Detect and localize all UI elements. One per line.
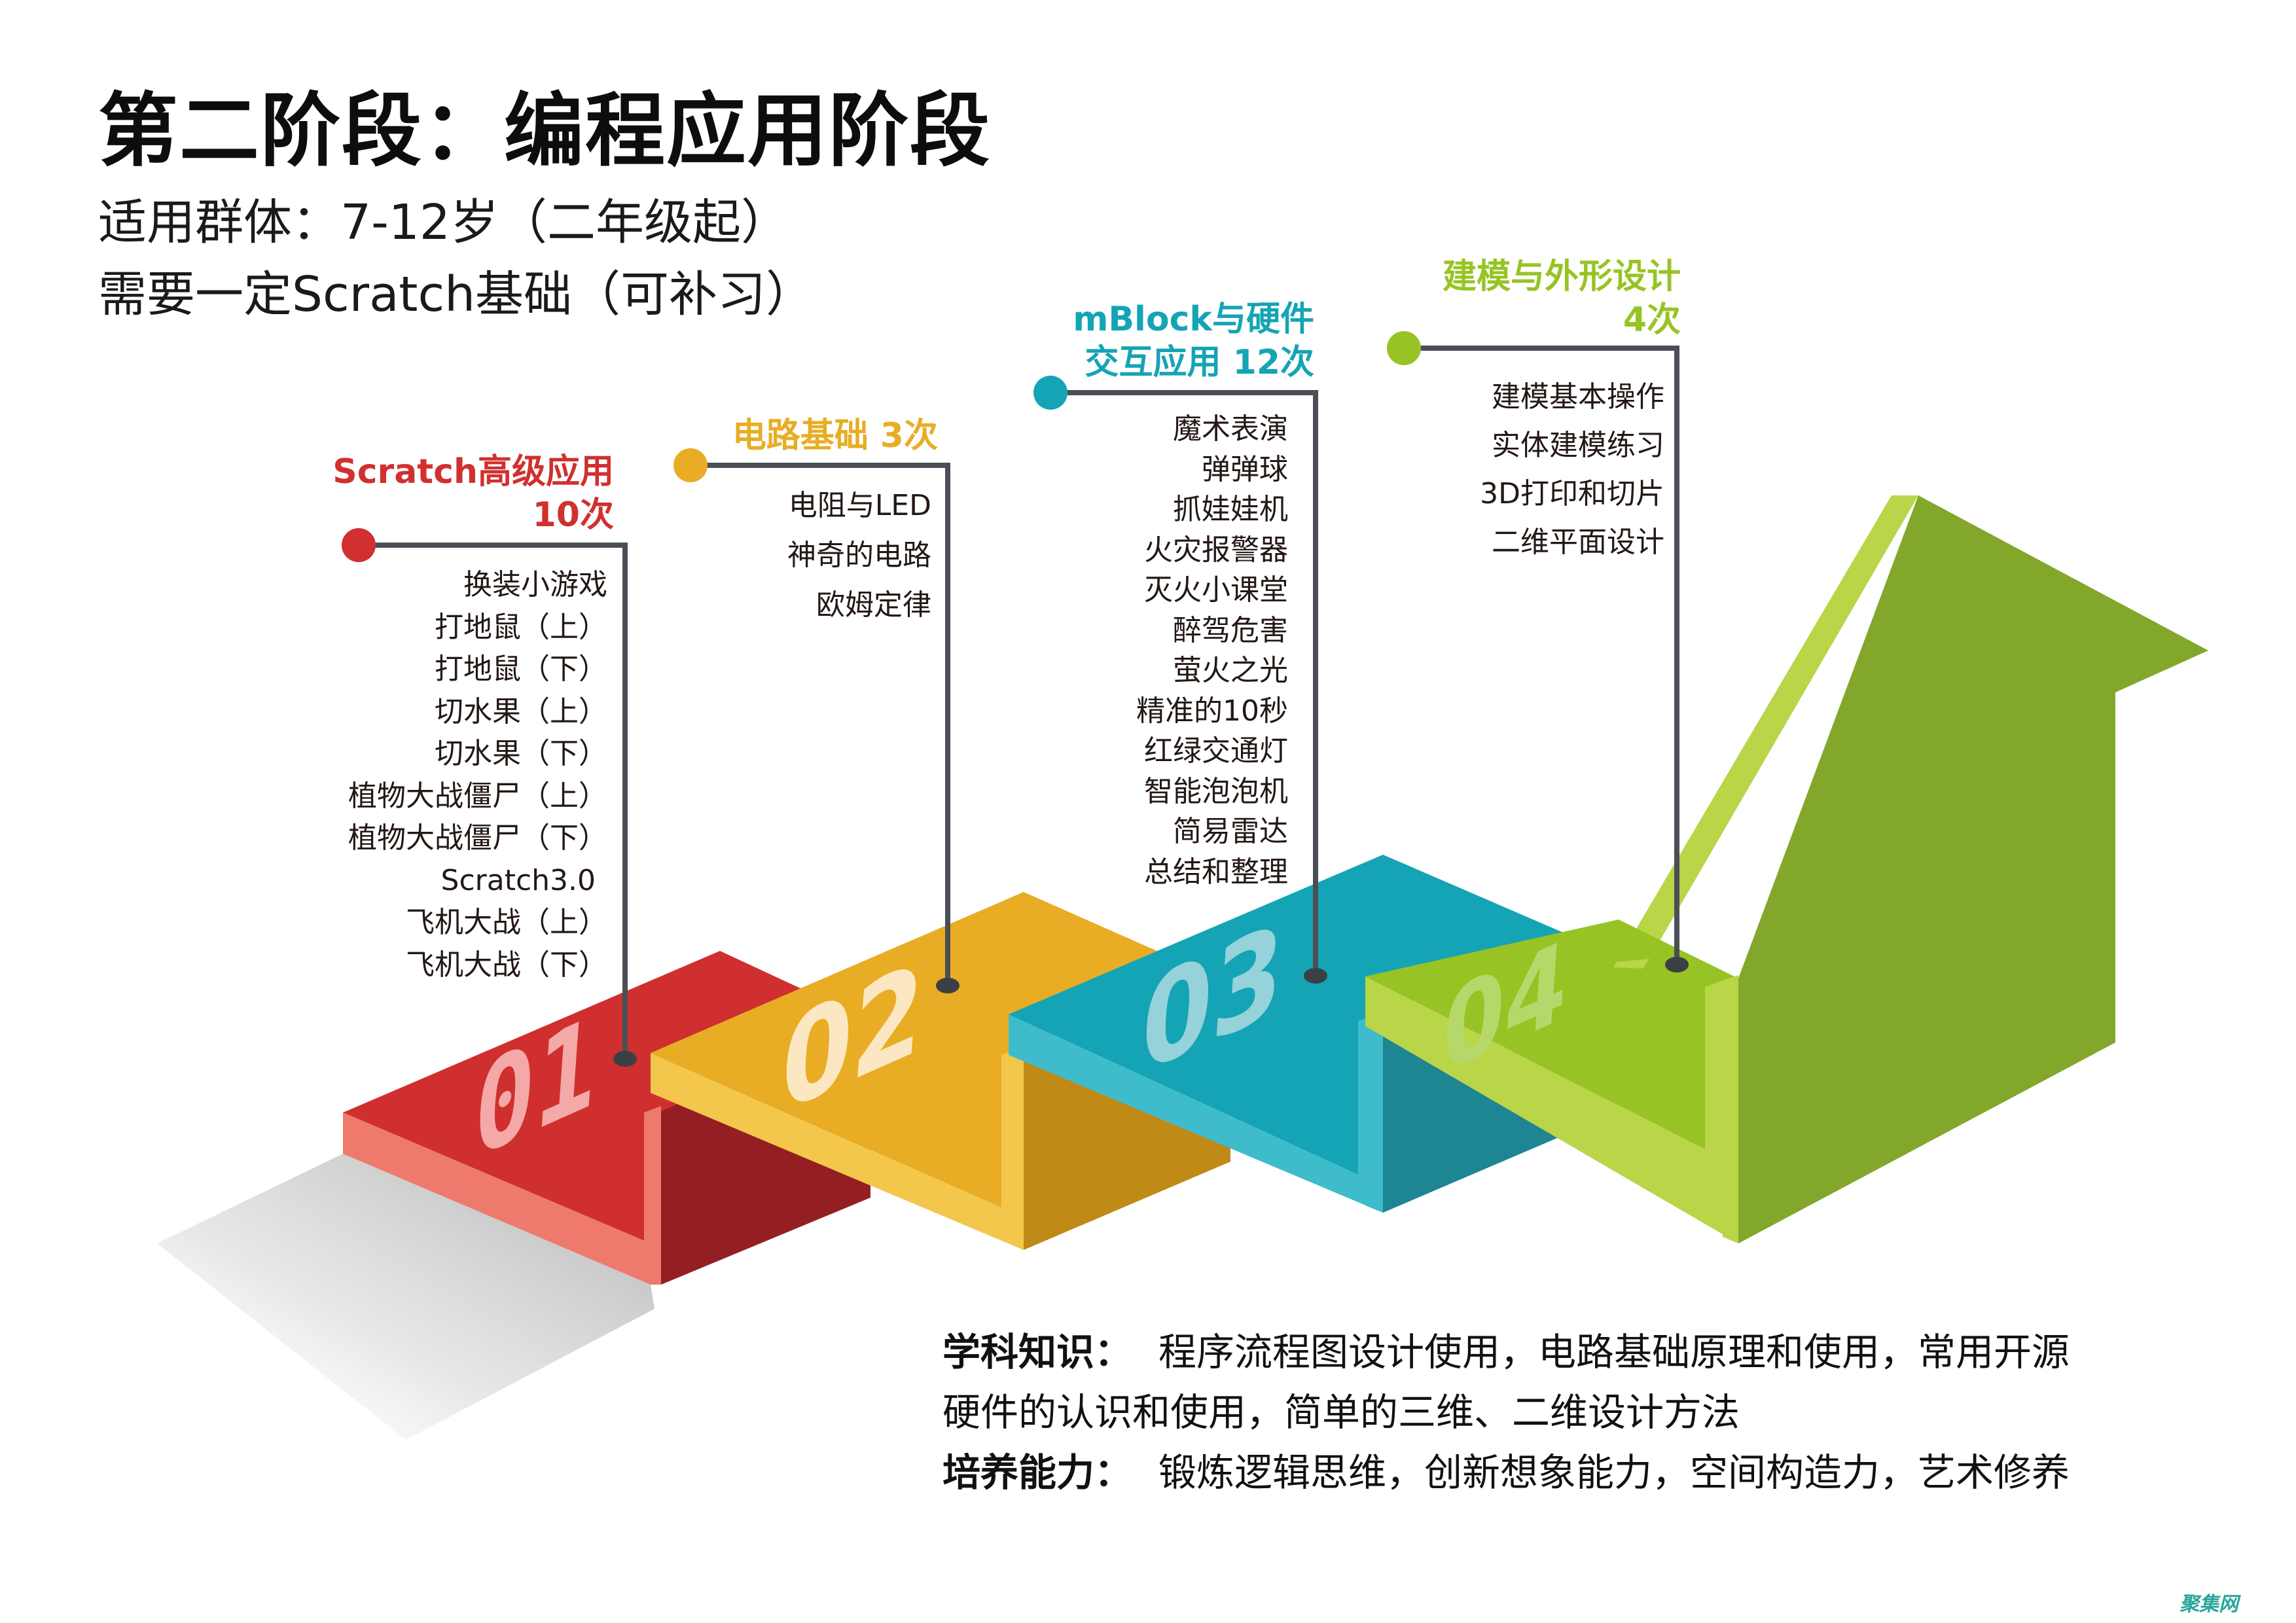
connector-04 [1414, 346, 1679, 962]
list-item: 飞机大战（上） [406, 906, 607, 939]
list-item: 抓娃娃机 [1173, 493, 1288, 526]
list-item: 简易雷达 [1173, 815, 1288, 848]
anchor-03 [1304, 968, 1327, 984]
stage-03-title: mBlock与硬件 [1073, 300, 1314, 339]
stage-04-title: 建模与外形设计 [1442, 257, 1681, 296]
ability-text: 锻炼逻辑思维，创新想象能力，空间构造力，艺术修养 [1158, 1450, 2070, 1495]
stage-04-sessions: 4次 [1623, 300, 1681, 340]
list-item: 建模基本操作 [1492, 380, 1664, 414]
connector-01 [359, 543, 628, 1054]
connectors [359, 346, 1679, 1054]
stage-dot-04 [1387, 331, 1421, 365]
step-04-arrow [1617, 495, 2208, 1243]
stage-02-title: 电路基础 3次 [732, 416, 938, 455]
list-item: 神奇的电路 [787, 539, 931, 572]
list-item: 萤火之光 [1173, 654, 1288, 687]
list-item: 3D打印和切片 [1480, 477, 1664, 510]
stage-03-sessions: 交互应用 12次 [1085, 343, 1314, 382]
watermark: 聚集网 [2179, 1593, 2238, 1616]
stage-01-title: Scratch高级应用 [332, 452, 614, 491]
stage-dot-03 [1033, 376, 1067, 410]
stage-dot-02 [673, 448, 708, 482]
anchor-02 [936, 978, 960, 993]
ability-label: 培养能力： [942, 1450, 1133, 1495]
connector-anchors [613, 957, 1689, 1067]
floor-shadow [157, 1154, 655, 1440]
anchor-04 [1665, 957, 1689, 972]
list-item: Scratch3.0 [440, 863, 596, 897]
step-02: 02 [651, 892, 1204, 1250]
knowledge-text-line1: 程序流程图设计使用，电路基础原理和使用，常用开源 [1158, 1330, 2070, 1374]
step-03: 03 [1009, 855, 1571, 1213]
knowledge-row: 学科知识： 程序流程图设计使用，电路基础原理和使用，常用开源 [942, 1322, 2121, 1382]
anchor-01 [613, 1051, 637, 1067]
stage-01-sessions: 10次 [532, 495, 614, 535]
stage-02-heading: 电路基础 3次 [732, 414, 938, 457]
ability-row: 培养能力： 锻炼逻辑思维，创新想象能力，空间构造力，艺术修养 [942, 1442, 2121, 1503]
stage-03-list: 魔术表演 弹弹球 抓娃娃机 火灾报警器 灭火小课堂 醉驾危害 萤火之光 精准的1… [1136, 409, 1288, 892]
page-title: 第二阶段：编程应用阶段 [98, 84, 991, 177]
stage-02-list: 电阻与LED 神奇的电路 欧姆定律 [787, 481, 931, 630]
prerequisite-note: 需要一定Scratch基础（可补习） [98, 266, 815, 323]
list-item: 切水果（上） [435, 694, 607, 728]
stage-04-list: 建模基本操作 实体建模练习 3D打印和切片 二维平面设计 [1480, 373, 1664, 567]
list-item: 总结和整理 [1144, 855, 1288, 889]
list-item: 魔术表演 [1173, 412, 1288, 446]
stage-03-heading: mBlock与硬件 交互应用 12次 [1073, 298, 1314, 384]
step-04: 04 [1365, 915, 1738, 1243]
list-item: 切水果（下） [435, 737, 607, 770]
connector-03 [1055, 390, 1318, 973]
stage-01-heading: Scratch高级应用 10次 [332, 450, 614, 537]
knowledge-label: 学科知识： [942, 1330, 1133, 1374]
target-audience: 适用群体：7-12岁（二年级起） [98, 194, 789, 251]
list-item: 电阻与LED [788, 489, 931, 522]
list-item: 欧姆定律 [816, 588, 931, 622]
list-item: 植物大战僵尸（下） [348, 821, 607, 855]
step-02-side [1024, 1054, 1230, 1250]
list-item: 灭火小课堂 [1144, 573, 1288, 607]
knowledge-text-line2: 硬件的认识和使用，简单的三维、二维设计方法 [942, 1390, 1740, 1435]
stage-dot-01 [342, 528, 376, 562]
list-item: 飞机大战（下） [406, 948, 607, 982]
list-item: 打地鼠（上） [435, 610, 607, 644]
list-item: 红绿交通灯 [1144, 734, 1288, 768]
list-item: 植物大战僵尸（上） [348, 779, 607, 813]
stage-01-list: 换装小游戏 打地鼠（上） 打地鼠（下） 切水果（上） 切水果（下） 植物大战僵尸… [348, 564, 607, 986]
stage-dots [342, 331, 1421, 562]
list-item: 换装小游戏 [463, 568, 607, 601]
list-item: 智能泡泡机 [1144, 774, 1288, 808]
course-summary: 学科知识： 程序流程图设计使用，电路基础原理和使用，常用开源 硬件的认识和使用，简… [942, 1322, 2121, 1503]
list-item: 精准的10秒 [1136, 694, 1288, 728]
connector-02 [695, 463, 950, 982]
list-item: 火灾报警器 [1144, 533, 1288, 567]
list-item: 醉驾危害 [1173, 613, 1288, 647]
list-item: 弹弹球 [1202, 452, 1288, 486]
list-item: 二维平面设计 [1492, 526, 1664, 559]
stage-04-heading: 建模与外形设计 4次 [1443, 255, 1681, 342]
list-item: 打地鼠（下） [435, 652, 607, 686]
list-item: 实体建模练习 [1492, 429, 1664, 462]
